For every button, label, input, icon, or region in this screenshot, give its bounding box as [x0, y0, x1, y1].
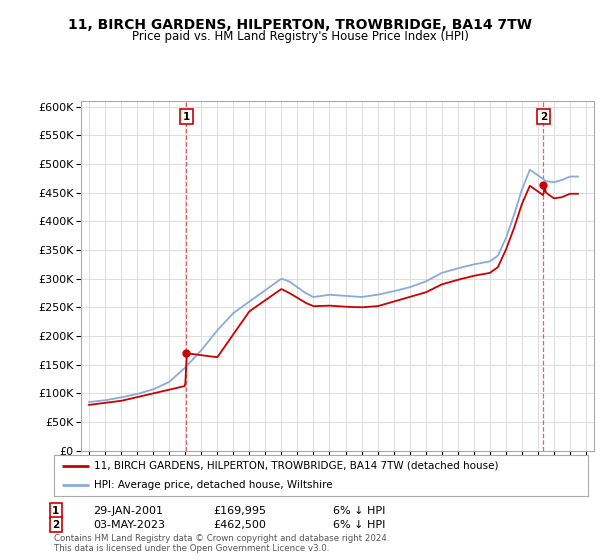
Text: This data is licensed under the Open Government Licence v3.0.: This data is licensed under the Open Gov… — [54, 544, 329, 553]
Text: 6% ↓ HPI: 6% ↓ HPI — [333, 520, 385, 530]
Text: HPI: Average price, detached house, Wiltshire: HPI: Average price, detached house, Wilt… — [94, 479, 332, 489]
Text: 29-JAN-2001: 29-JAN-2001 — [93, 506, 163, 516]
Text: 1: 1 — [183, 111, 190, 122]
Text: 6% ↓ HPI: 6% ↓ HPI — [333, 506, 385, 516]
Text: 2: 2 — [52, 520, 59, 530]
Text: 1: 1 — [52, 506, 59, 516]
Text: 11, BIRCH GARDENS, HILPERTON, TROWBRIDGE, BA14 7TW (detached house): 11, BIRCH GARDENS, HILPERTON, TROWBRIDGE… — [94, 461, 499, 471]
Text: Contains HM Land Registry data © Crown copyright and database right 2024.: Contains HM Land Registry data © Crown c… — [54, 534, 389, 543]
Text: £462,500: £462,500 — [213, 520, 266, 530]
Text: 11, BIRCH GARDENS, HILPERTON, TROWBRIDGE, BA14 7TW: 11, BIRCH GARDENS, HILPERTON, TROWBRIDGE… — [68, 18, 532, 32]
Text: 2: 2 — [540, 111, 547, 122]
Text: £169,995: £169,995 — [213, 506, 266, 516]
Text: Price paid vs. HM Land Registry's House Price Index (HPI): Price paid vs. HM Land Registry's House … — [131, 30, 469, 44]
Text: 03-MAY-2023: 03-MAY-2023 — [93, 520, 165, 530]
